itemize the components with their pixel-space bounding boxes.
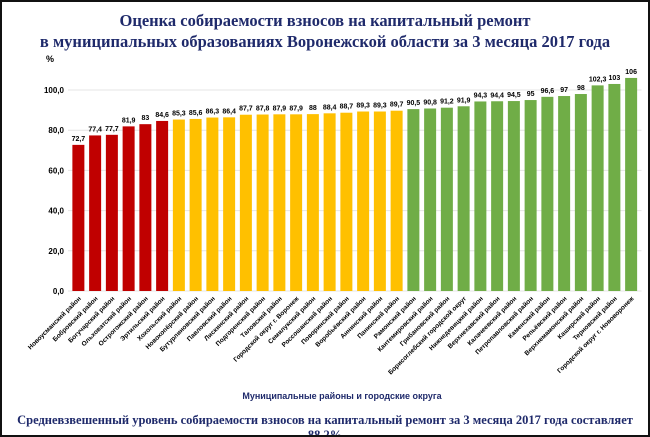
data-label: 89,3 [356, 103, 370, 110]
bar [139, 124, 152, 291]
bar [440, 107, 453, 291]
data-label: 88 [309, 105, 317, 112]
data-label: 85,3 [172, 111, 186, 118]
data-label: 106 [625, 69, 637, 76]
bar [340, 112, 353, 291]
bar [290, 114, 303, 291]
bar [491, 101, 504, 291]
bar [474, 101, 487, 291]
bar [306, 114, 319, 292]
data-label: 72,7 [72, 136, 86, 143]
data-label: 94,5 [507, 92, 521, 99]
data-label: 102,3 [589, 76, 607, 83]
data-label: 90,5 [407, 100, 421, 107]
data-label: 77,4 [88, 126, 102, 133]
y-tick-label: 80,0 [48, 126, 64, 135]
bar [239, 114, 252, 292]
bar [122, 126, 135, 291]
bar [189, 118, 202, 291]
y-tick-label: 20,0 [48, 247, 64, 256]
data-label: 83 [141, 115, 149, 122]
data-label: 103 [609, 75, 621, 82]
data-label: 90,8 [423, 99, 437, 106]
data-label: 85,6 [189, 110, 203, 117]
data-label: 91,2 [440, 99, 454, 106]
bar [357, 111, 370, 291]
bar [373, 111, 386, 291]
bar [574, 94, 587, 292]
bar-chart: % 0,020,040,060,080,0100,072,7Новоусманс… [26, 54, 642, 376]
y-tick-label: 100,0 [44, 86, 65, 95]
bar [72, 144, 85, 291]
data-label: 94,3 [474, 92, 488, 99]
data-label: 77,7 [105, 126, 119, 133]
bar [591, 85, 604, 291]
bar [524, 100, 537, 291]
chart-title-line1: Оценка собираемости взносов на капитальн… [119, 11, 531, 30]
bar [89, 135, 102, 291]
bar [424, 108, 437, 291]
data-label: 94,4 [490, 92, 504, 99]
data-label: 86,3 [206, 109, 220, 116]
data-label: 87,9 [289, 105, 303, 112]
y-axis-label: % [46, 54, 54, 64]
data-label: 89,3 [373, 103, 387, 110]
data-label: 89,7 [390, 102, 404, 109]
bar [156, 120, 169, 291]
y-tick-label: 0,0 [53, 287, 65, 296]
data-label: 87,9 [273, 105, 287, 112]
bar [507, 101, 520, 292]
data-label: 81,9 [122, 117, 136, 124]
bar [407, 109, 420, 291]
bar [206, 117, 219, 291]
bar [172, 119, 185, 291]
data-label: 86,4 [222, 108, 236, 115]
data-label: 87,8 [256, 106, 270, 113]
data-label: 88,7 [340, 104, 354, 111]
data-label: 87,7 [239, 106, 253, 113]
bar [256, 114, 269, 291]
bar [457, 106, 470, 291]
y-tick-label: 40,0 [48, 207, 64, 216]
bar [273, 114, 286, 291]
data-label: 95 [527, 91, 535, 98]
x-axis-label: Муниципальные районы и городские округа [242, 391, 442, 401]
y-tick-label: 60,0 [48, 166, 64, 175]
bar [323, 113, 336, 291]
bar [390, 110, 403, 291]
bar [558, 96, 571, 291]
bar [105, 134, 118, 291]
data-label: 97 [560, 87, 568, 94]
bar [608, 83, 621, 291]
data-label: 84,6 [155, 112, 169, 119]
data-label: 96,6 [541, 88, 555, 95]
data-label: 91,9 [457, 97, 471, 104]
chart-title-line2: в муниципальных образованиях Воронежской… [39, 32, 611, 51]
data-label: 98 [577, 85, 585, 92]
bar [223, 117, 236, 291]
footer-note: Средневзвешенный уровень собираемости вз… [17, 413, 633, 437]
bar [541, 96, 554, 291]
data-label: 88,4 [323, 104, 337, 111]
bar [625, 77, 638, 291]
